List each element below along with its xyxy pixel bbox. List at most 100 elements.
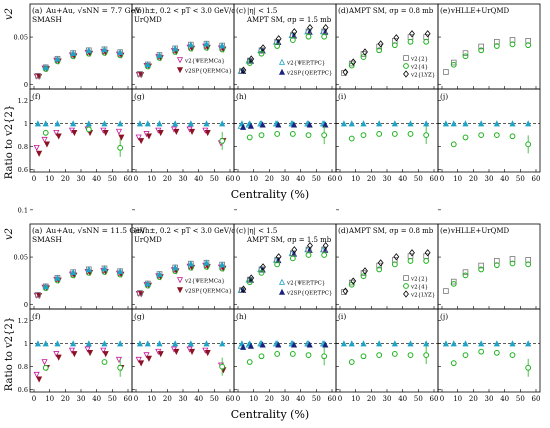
x-tick-label: 30 — [77, 175, 86, 183]
data-point-ratio-v2-4 — [258, 353, 265, 360]
data-point-ratio-v2-4 — [42, 364, 49, 371]
x-tick-label: 20 — [367, 395, 376, 403]
data-point-v2-lyz-ref — [85, 266, 92, 273]
data-point-ratio-v2-4 — [525, 141, 532, 148]
y-axis-label-v2-top: v2 — [4, 8, 15, 20]
model-label: UrQMD — [134, 16, 162, 24]
ratio-panel-frame — [437, 88, 541, 173]
data-point-v2-4 — [258, 269, 265, 276]
data-point-ratio-reference — [187, 340, 194, 347]
data-point-ratio-reference — [70, 120, 77, 127]
data-point-v2-4 — [462, 272, 469, 279]
legend-text: v2{LYZ} — [410, 293, 435, 299]
data-point-ratio-reference — [442, 120, 449, 127]
legend-panel-c-bottom: v2{ΨEP,TPC} v2SP{QEP,TPC} — [278, 278, 333, 297]
data-point-ratio-sp-mca — [36, 376, 43, 383]
data-point-v2-2 — [450, 278, 457, 285]
x-tick-label: 0 — [440, 395, 444, 403]
data-point-ratio-sp-mca — [71, 130, 78, 137]
x-tick-label: 20 — [469, 395, 478, 403]
data-point-v2-4 — [246, 279, 253, 286]
panel-label: (c) — [236, 226, 246, 235]
data-point-ratio-ep-tpc — [288, 340, 295, 347]
data-point-v2-lyz — [362, 48, 368, 56]
x-tick-label: 0 — [338, 175, 342, 183]
data-point-v2-lyz-ref — [219, 261, 226, 268]
panel-label: (b) — [134, 226, 145, 235]
ratio-panel-frame — [437, 308, 541, 393]
data-point-ratio-reference — [172, 340, 179, 347]
data-point-v2-lyz — [409, 30, 415, 38]
data-point-v2-4 — [423, 38, 430, 45]
data-point-v2-4 — [478, 266, 485, 273]
data-point-ratio-v2-4 — [407, 131, 414, 137]
data-point-v2-4 — [274, 43, 281, 49]
data-point-v2-2 — [376, 43, 382, 50]
x-tick-label: 60 — [124, 175, 133, 183]
data-point-v2-lyz — [393, 253, 400, 261]
data-point-ratio-sp-mca — [102, 130, 109, 137]
data-point-ratio-sp-tpc — [259, 341, 266, 348]
panel-label: (i) — [338, 312, 346, 321]
data-point-ratio-v2-4 — [450, 360, 457, 367]
panel-bottom-1: 0 10 20 30 40 50 6000.050.10.60.811.2(a)(f)Au+… — [14, 206, 146, 403]
x-tick-label: 60 — [532, 175, 541, 183]
x-tick-label: 0 — [236, 395, 240, 403]
x-tick-label: 0 — [338, 395, 342, 403]
data-point-ratio-reference — [42, 340, 49, 347]
collision-system-label: Au+Au, √sNN = 11.5 GeV — [45, 226, 146, 235]
panel-top-4: 0 10 20 30 40 50 60 (d) (i) AMPT SM, σp = 0.8 mb — [335, 3, 438, 183]
data-point-v2-lyz-ref — [85, 46, 92, 54]
y-tick-label-top: 0.05 — [14, 34, 28, 42]
legend-marker — [278, 68, 286, 75]
y-tick-label-bottom: 0.6 — [18, 386, 28, 394]
panel-label: (e) — [440, 226, 450, 235]
data-point-v2-lyz-ref — [117, 267, 124, 275]
panel-top-2: 0 10 20 30 40 50 60 (b) (g) h±, 0.2 < pT < 3.0 Ge… — [131, 3, 235, 183]
data-point-v2-2 — [462, 269, 469, 275]
collision-system-label: Au+Au, √sNN = 7.7 GeV — [45, 6, 141, 15]
data-point-ratio-reference — [442, 340, 449, 347]
data-point-ratio-sp-mca — [204, 130, 211, 137]
x-tick-label: 40 — [194, 175, 203, 183]
data-point-ratio-v2-4 — [274, 351, 281, 357]
data-point-v2-lyz — [424, 249, 431, 257]
data-point-ratio-reference — [376, 340, 383, 347]
panel-label: (f) — [32, 312, 41, 321]
data-point-ratio-v2-4 — [509, 133, 516, 140]
data-point-ratio-ep-mca — [143, 352, 150, 359]
x-tick-label: 50 — [108, 175, 117, 183]
data-point-v2-lyz — [322, 242, 329, 250]
model-label: AMPT SM, σp = 0.8 mb — [348, 7, 434, 15]
panel-label: (g) — [134, 312, 145, 321]
data-point-v2-lyz — [393, 34, 400, 42]
x-tick-label: 20 — [469, 175, 478, 183]
data-point-ratio-ep-tpc — [319, 120, 327, 127]
data-point-v2-lyz — [240, 66, 247, 74]
data-point-ratio-reference — [70, 340, 77, 347]
data-point-ratio-v2-4 — [493, 132, 500, 139]
x-tick-label: 40 — [500, 395, 509, 403]
data-point-ratio-sp-tpc — [306, 341, 313, 348]
data-point-v2-4 — [360, 54, 367, 60]
data-point-ratio-v2-4 — [348, 359, 355, 365]
data-point-ratio-sp-mca — [86, 350, 94, 357]
data-point-v2-4 — [493, 43, 500, 49]
model-label: UrQMD — [134, 236, 162, 244]
data-point-ratio-reference — [525, 120, 532, 127]
ratio-panel-frame — [233, 88, 337, 173]
data-point-v2-lyz-ref — [172, 45, 179, 52]
legend-text: v2{ΨEP,MCa} — [184, 59, 225, 65]
data-point-v2-lyz-ref — [156, 270, 163, 277]
data-point-v2-4 — [525, 42, 532, 49]
data-point-v2-lyz — [362, 267, 368, 275]
x-tick-label: 0 — [32, 175, 36, 183]
data-point-ratio-reference — [34, 340, 41, 347]
x-tick-label: 40 — [92, 395, 101, 403]
data-point-v2-4 — [509, 260, 516, 267]
data-point-v2-lyz — [350, 277, 357, 285]
data-point-ratio-sp-mca — [173, 128, 180, 135]
legend-marker — [278, 288, 286, 295]
data-point-v2-lyz-ref — [203, 40, 210, 47]
